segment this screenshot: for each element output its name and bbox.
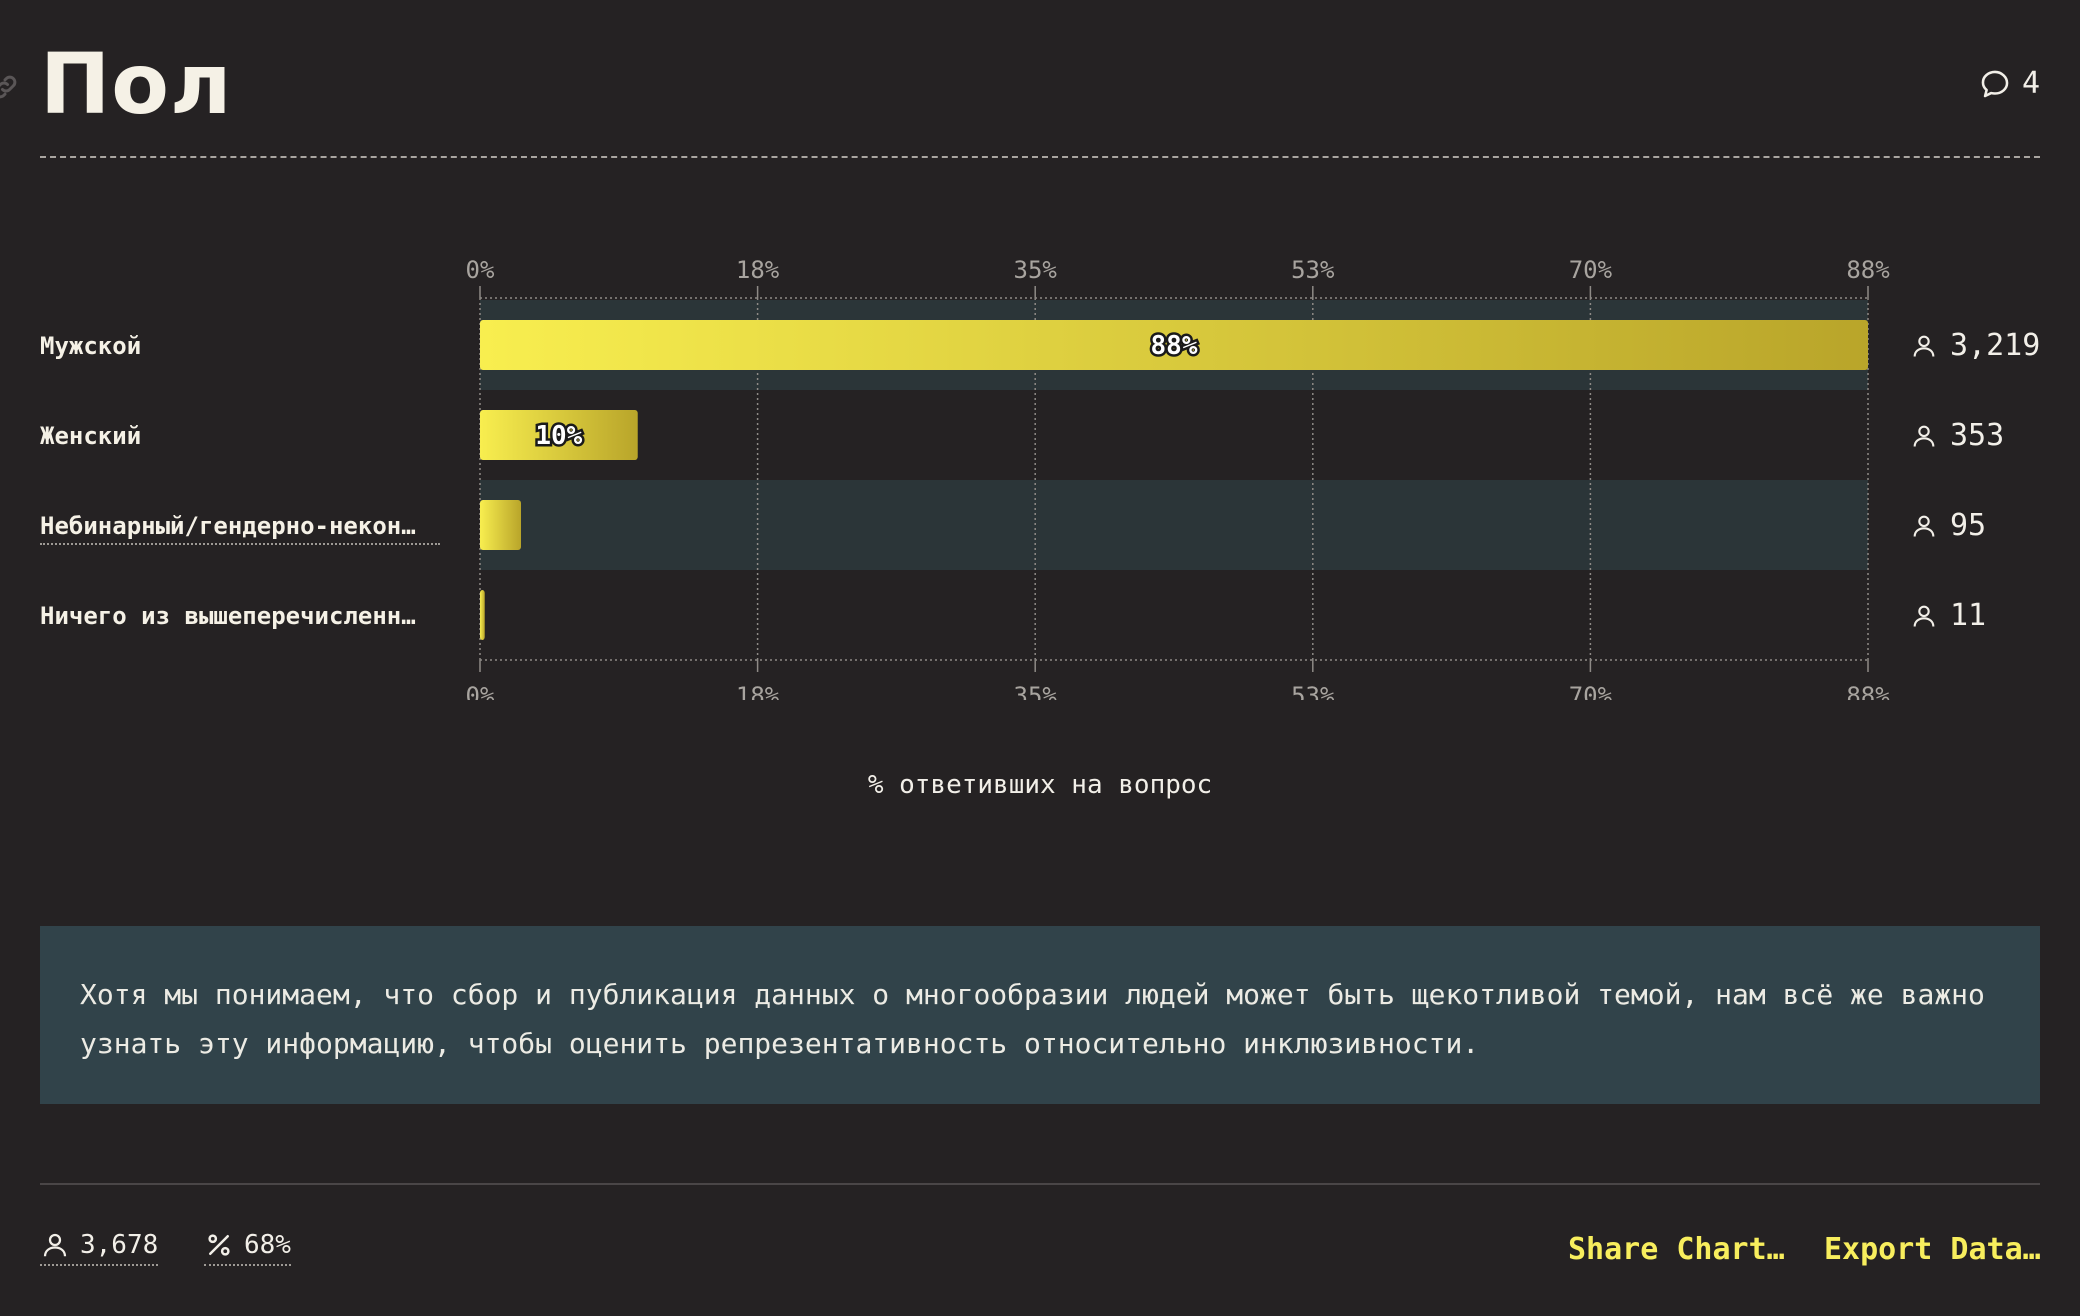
x-tick-label-bottom: 53% (1291, 682, 1335, 700)
response-rate-value: 68% (244, 1230, 291, 1260)
survey-note: Хотя мы понимаем, что сбор и публикация … (40, 926, 2040, 1104)
category-label: Женский (40, 422, 142, 450)
bar-chart: 0% 0% 18% 18% 35% 35% 53% 53% 70% 70% 88% 88% 88% 10% (466, 256, 1891, 700)
row-background (480, 480, 1868, 570)
x-tick-label-top: 88% (1846, 256, 1890, 284)
x-tick-label-top: 18% (736, 256, 780, 284)
x-tick-label-top: 70% (1569, 256, 1613, 284)
footer-divider (40, 1183, 2040, 1185)
x-tick-label-bottom: 88% (1846, 682, 1890, 700)
x-axis-title: % ответивших на вопрос (867, 770, 1213, 800)
x-tick-label-top: 35% (1014, 256, 1058, 284)
x-tick-label-bottom: 0% (466, 682, 495, 700)
bar (480, 410, 638, 460)
category-label-truncated[interactable]: Небинарный/гендерно-некон… (40, 509, 440, 545)
percent-icon (208, 1234, 230, 1256)
bar (480, 500, 522, 550)
count-value: 353 (1950, 418, 2005, 453)
person-icon (1913, 425, 1935, 447)
page-title: Пол (40, 35, 233, 133)
category-label: Мужской (40, 332, 142, 360)
header-divider (40, 156, 2040, 158)
x-tick-label-bottom: 35% (1014, 682, 1058, 700)
respondent-count: 3,219 (1910, 326, 2040, 366)
comment-icon (1981, 70, 2009, 97)
total-respondents[interactable]: 3,678 (40, 1230, 159, 1266)
bar-value-label: 10% (535, 421, 582, 451)
person-icon (1913, 335, 1935, 357)
export-data-button[interactable]: Export Data… (1824, 1232, 2041, 1267)
count-value: 11 (1950, 598, 1987, 633)
bar (480, 590, 485, 640)
x-tick-label-top: 53% (1291, 256, 1335, 284)
x-tick-label-bottom: 18% (736, 682, 780, 700)
link-icon[interactable] (0, 72, 20, 102)
person-icon (1913, 515, 1935, 537)
comment-count: 4 (2021, 66, 2040, 101)
respondent-count: 353 (1910, 416, 2004, 456)
person-icon (1913, 605, 1935, 627)
chart-container: 0% 0% 18% 18% 35% 35% 53% 53% 70% 70% 88% 88% 88% 10%… (0, 240, 2080, 840)
count-value: 95 (1950, 508, 1987, 543)
category-label-truncated[interactable]: Ничего из вышеперечисленн… (40, 602, 416, 630)
x-tick-label-top: 0% (466, 256, 495, 284)
x-tick-label-bottom: 70% (1569, 682, 1613, 700)
count-value: 3,219 (1950, 328, 2041, 363)
comments-button[interactable]: 4 (1978, 66, 2040, 101)
response-rate[interactable]: 68% (204, 1230, 291, 1266)
respondent-count: 95 (1910, 506, 1986, 546)
person-icon (43, 1233, 67, 1257)
total-respondents-value: 3,678 (80, 1230, 159, 1260)
bar-value-label: 88% (1151, 331, 1198, 361)
bar (480, 320, 1868, 370)
respondent-count: 11 (1910, 596, 1986, 636)
share-chart-button[interactable]: Share Chart… (1568, 1232, 1785, 1267)
